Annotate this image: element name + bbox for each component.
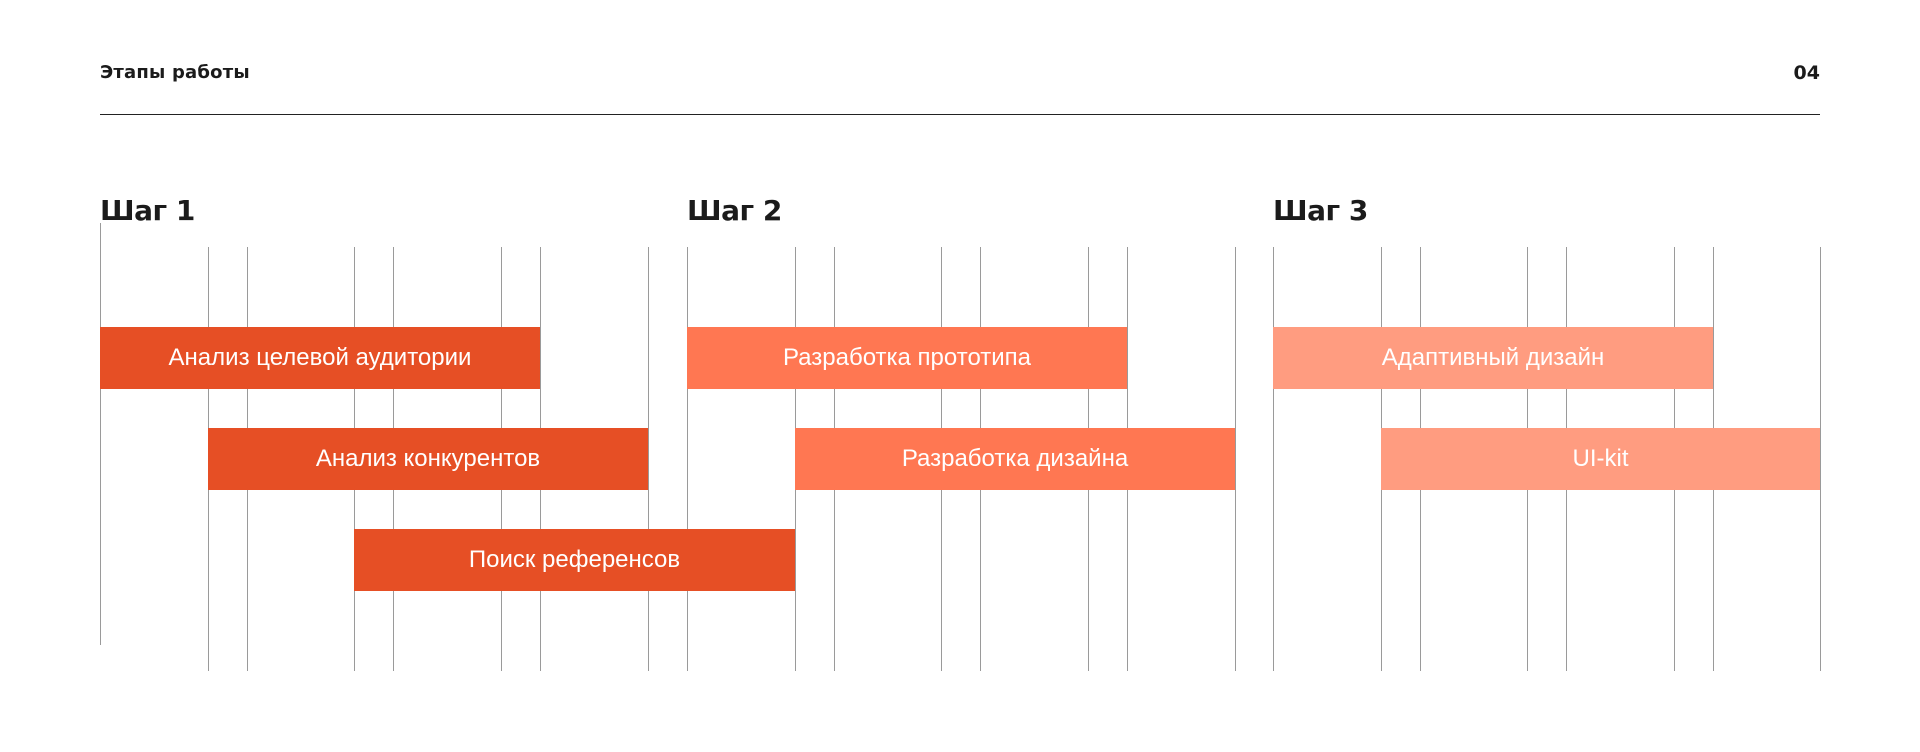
step-label-2: Шаг 2	[687, 194, 782, 227]
grid-line	[687, 247, 688, 671]
task-label: UI-kit	[1572, 445, 1629, 472]
task-bar: Разработка прототипа	[687, 327, 1127, 389]
page-title: Этапы работы	[100, 62, 250, 83]
grid-line	[1820, 247, 1821, 671]
task-bar: UI-kit	[1381, 428, 1820, 490]
grid-line	[100, 223, 101, 645]
task-label: Адаптивный дизайн	[1381, 344, 1605, 371]
task-label: Поиск референсов	[468, 546, 681, 573]
step-label-1: Шаг 1	[100, 194, 195, 227]
grid-line	[1273, 247, 1274, 671]
task-bar: Поиск референсов	[354, 529, 795, 591]
task-bar: Анализ конкурентов	[208, 428, 648, 490]
task-bar: Адаптивный дизайн	[1273, 327, 1713, 389]
task-label: Разработка прототипа	[782, 344, 1032, 371]
grid-line	[648, 247, 649, 671]
grid-line	[1235, 247, 1236, 671]
task-bar: Анализ целевой аудитории	[100, 327, 540, 389]
header-divider	[100, 114, 1820, 115]
task-label: Анализ конкурентов	[315, 445, 541, 472]
task-bar: Разработка дизайна	[795, 428, 1235, 490]
task-label: Разработка дизайна	[901, 445, 1129, 472]
step-label-3: Шаг 3	[1273, 194, 1368, 227]
task-label: Анализ целевой аудитории	[168, 344, 472, 371]
page-number: 04	[1793, 62, 1820, 84]
